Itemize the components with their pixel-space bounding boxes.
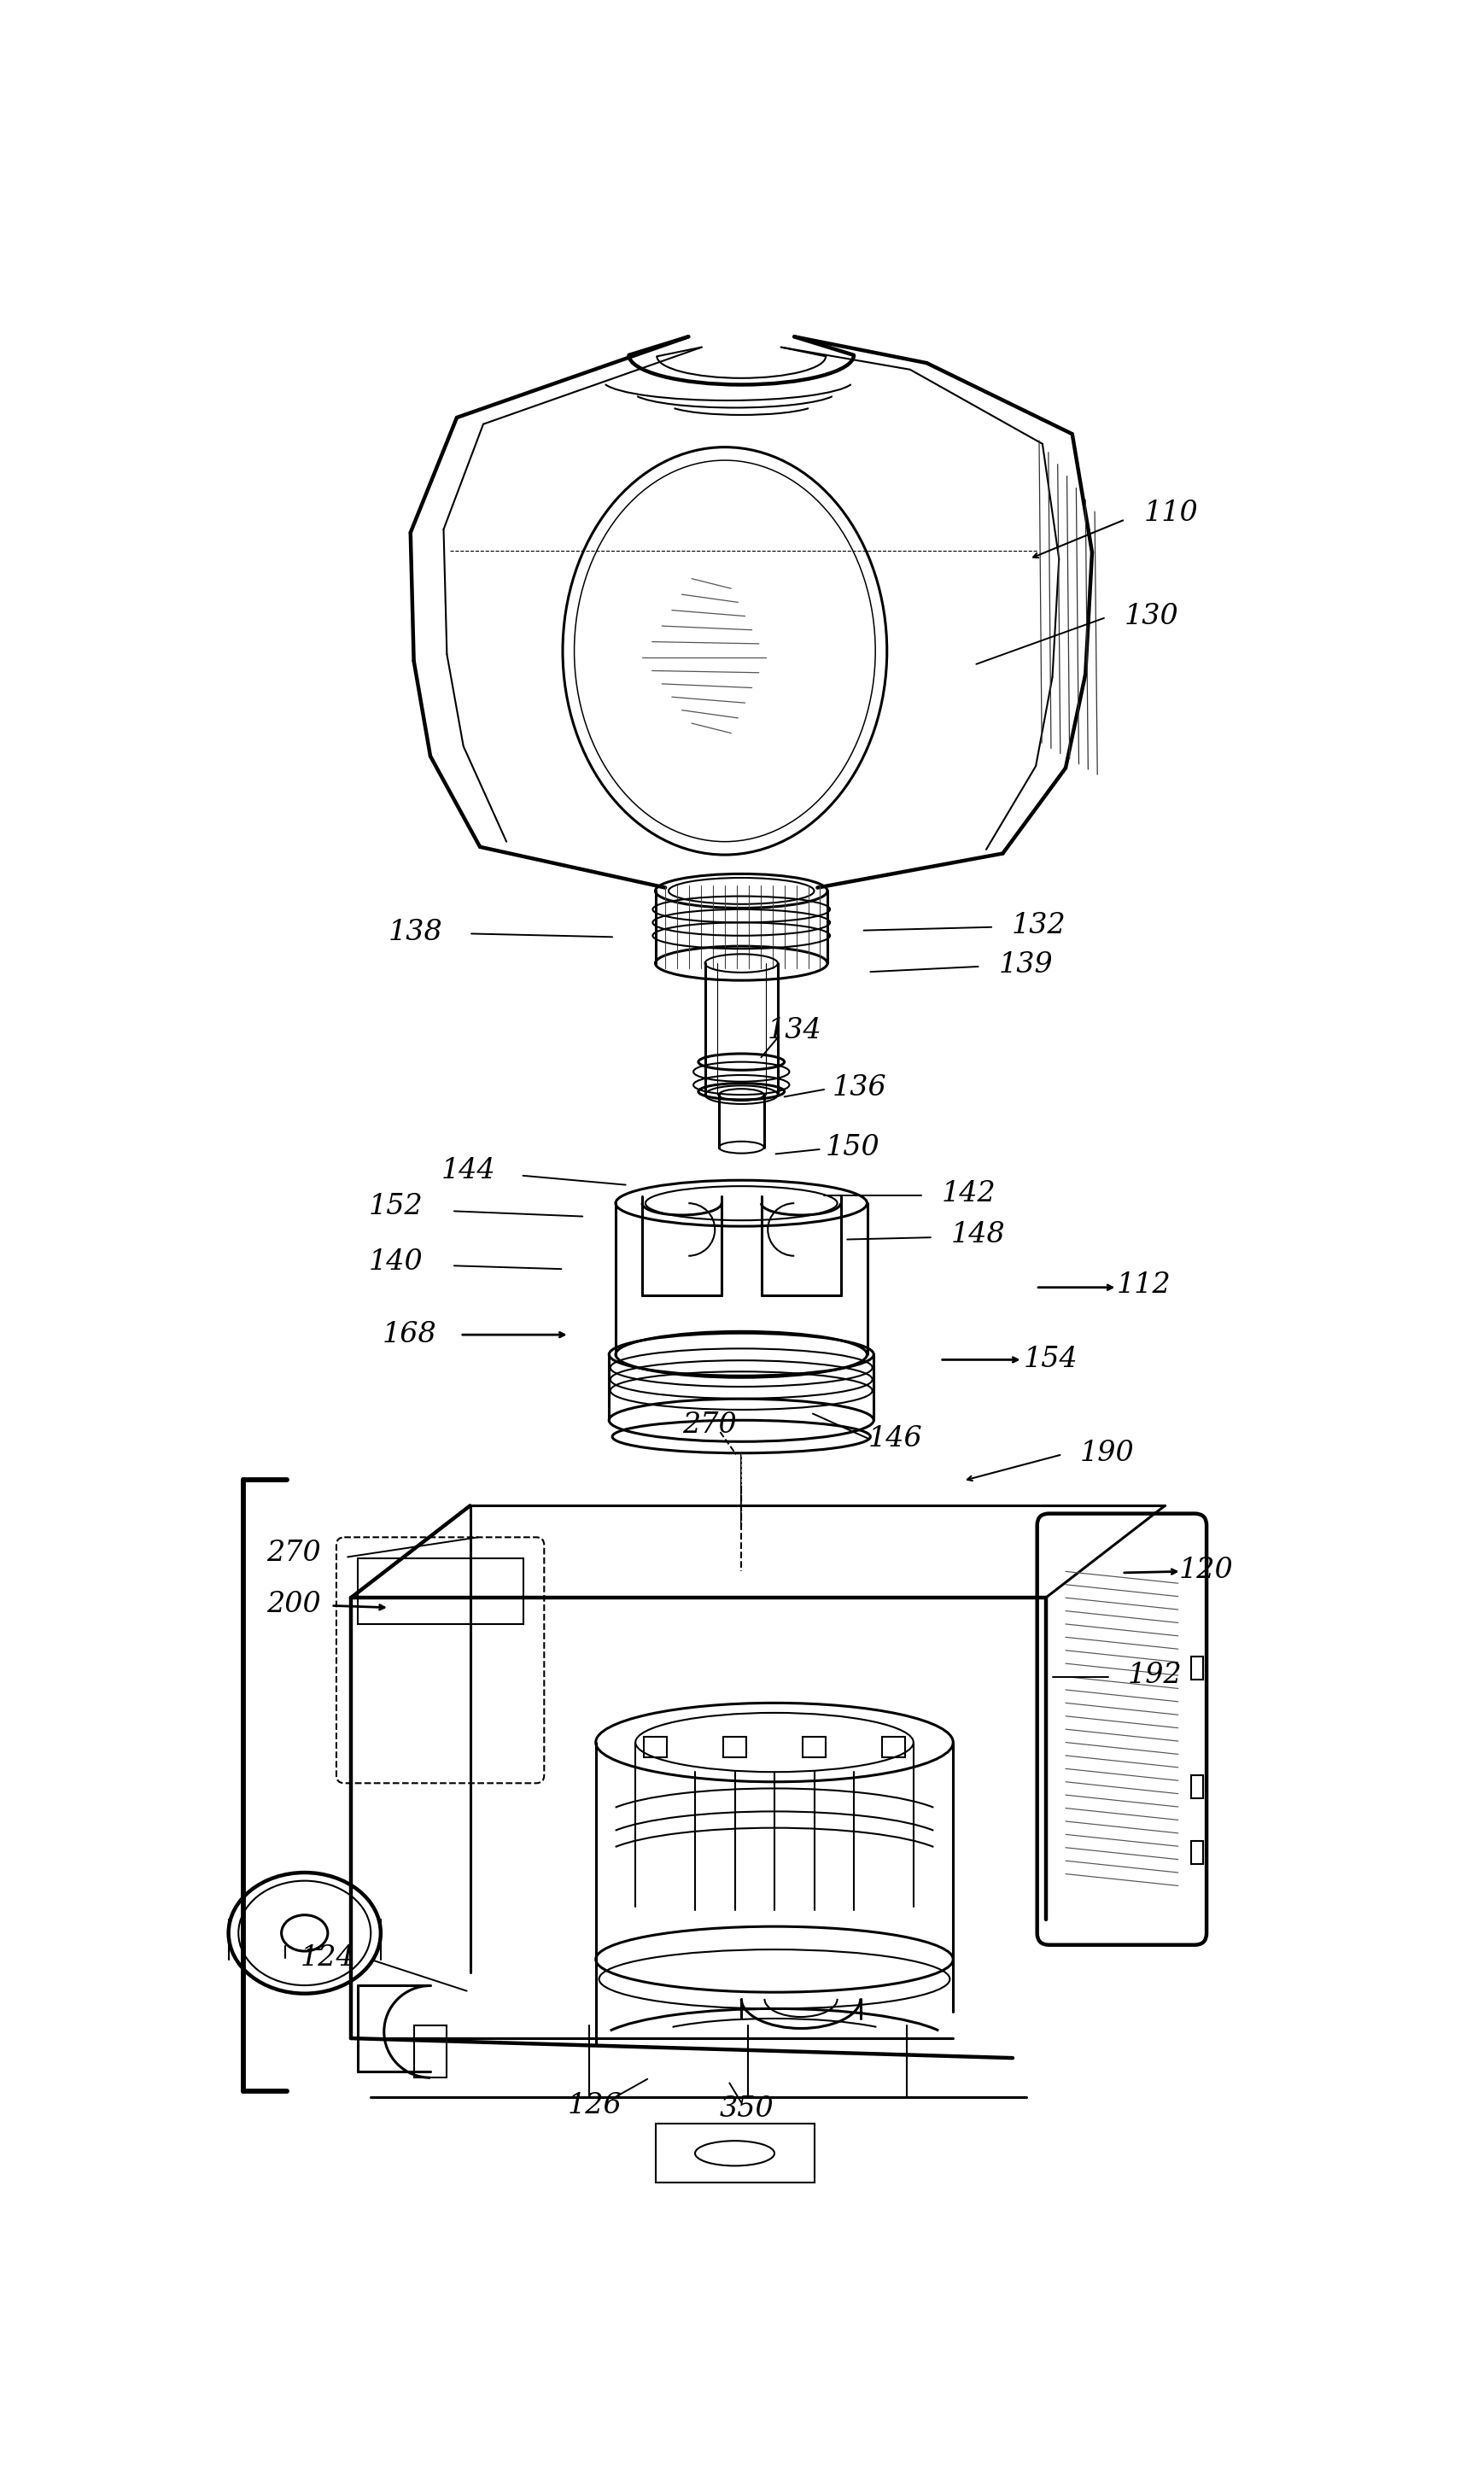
Bar: [881, 1736, 905, 1756]
Text: 134: 134: [767, 1018, 822, 1046]
Bar: [803, 1736, 827, 1756]
Bar: [358, 1559, 522, 1625]
Bar: [1192, 1776, 1204, 1798]
Text: 124: 124: [301, 1943, 355, 1973]
Text: 150: 150: [825, 1134, 880, 1161]
Text: 136: 136: [833, 1075, 886, 1102]
Text: 350: 350: [720, 2096, 773, 2123]
Text: 146: 146: [868, 1425, 922, 1452]
Text: 152: 152: [368, 1194, 423, 1221]
Text: 142: 142: [941, 1179, 996, 1206]
Bar: [644, 1736, 668, 1756]
FancyBboxPatch shape: [337, 1536, 545, 1783]
Bar: [656, 2123, 815, 2182]
Text: 120: 120: [1178, 1556, 1233, 1583]
Text: 192: 192: [1128, 1662, 1183, 1689]
Text: 168: 168: [381, 1322, 436, 1349]
Text: 126: 126: [567, 2091, 622, 2118]
Bar: [1192, 1657, 1204, 1679]
Text: 144: 144: [442, 1157, 496, 1184]
Text: 140: 140: [368, 1248, 423, 1275]
Text: 270: 270: [683, 1413, 738, 1440]
Text: 130: 130: [1125, 604, 1178, 631]
Text: 138: 138: [389, 920, 444, 947]
Bar: [414, 2025, 447, 2079]
FancyBboxPatch shape: [1037, 1514, 1206, 1946]
Text: 200: 200: [266, 1591, 321, 1618]
Text: 112: 112: [1116, 1272, 1171, 1300]
Bar: [723, 1736, 746, 1756]
Text: 154: 154: [1024, 1346, 1079, 1374]
Text: 190: 190: [1079, 1440, 1134, 1467]
Bar: [1192, 1842, 1204, 1864]
Text: 132: 132: [1012, 912, 1067, 940]
Text: 139: 139: [999, 952, 1054, 979]
Text: 110: 110: [1144, 498, 1199, 528]
Text: 270: 270: [266, 1539, 321, 1566]
Text: 148: 148: [951, 1221, 1006, 1248]
